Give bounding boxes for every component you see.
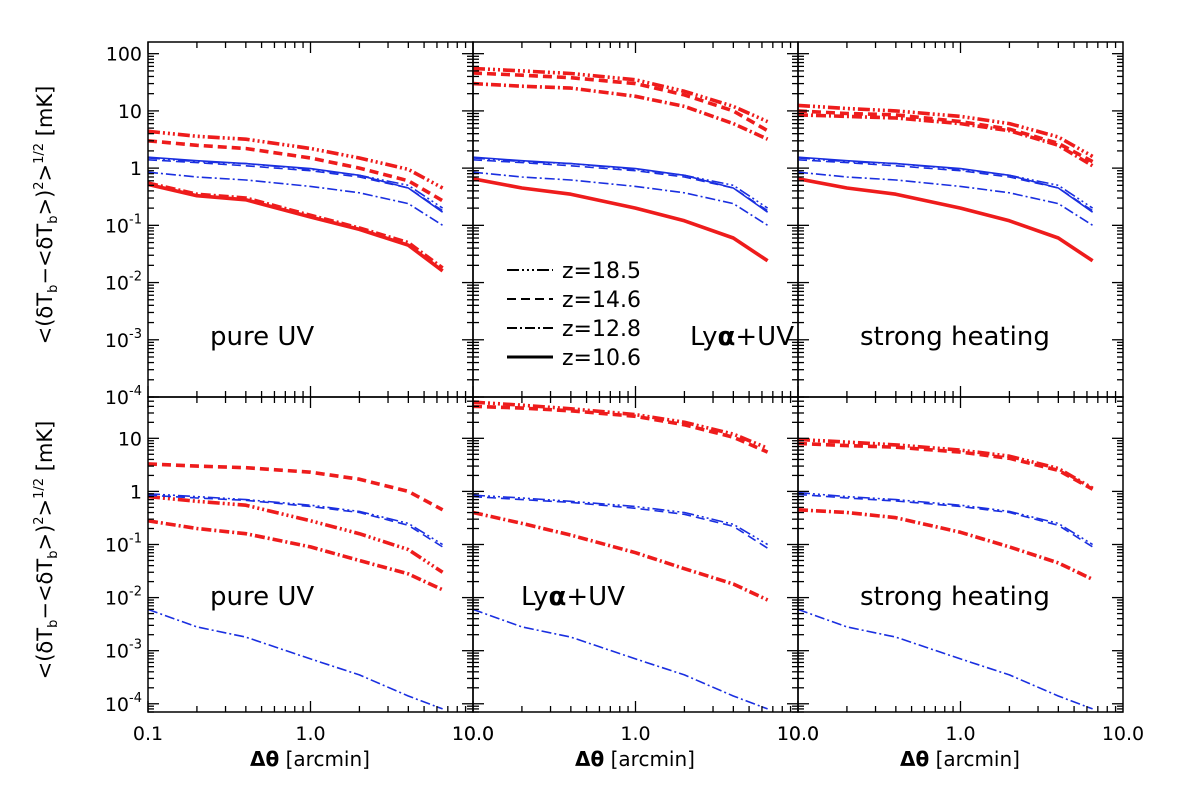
series-line-blue-z18-5 [473,157,769,209]
x-axis-label-left: Δθ [arcmin] [250,747,370,771]
series-line-blue-z18-5 [473,494,769,546]
x-tick-label: 1.0 [295,723,325,745]
y-axis-label-bottom: <(δTb−<δTb>)2>1/2 [mK] [32,421,61,680]
x-tick-label: 1.0 [945,723,975,745]
y-tick-label: 10-1 [105,531,142,556]
series-line-blue-z12-8 [473,608,768,710]
series-line-blue-z18-5 [798,157,1094,209]
series-line-blue-z14-6 [148,159,444,212]
y-tick-label: 100 [106,44,142,66]
series-line-red-z14-6 [798,109,1094,164]
panel-top-left: 100 10 1 10-1 10-2 10-3 10-4 pure UV [105,41,474,409]
y-tick-label: 10-2 [105,585,142,610]
series-line-blue-z14-6 [148,494,444,548]
x-axis-label-right: Δθ [arcmin] [900,747,1020,771]
series-line-blue-z12-8 [148,171,444,226]
y-tick-label: 10-3 [105,638,142,663]
series-line-red-z18-5 [148,494,444,574]
series-group [473,66,769,263]
panel-bottom-left: 0.1 1.0 10.0 10 1 10-1 10-2 10-3 10-4 pure UV [105,396,494,745]
series-line-red-z14-6 [473,404,769,454]
series-group [798,437,1094,710]
y-tick-label: 10-2 [105,270,142,295]
series-line-red-z12-8 [473,81,769,141]
x-tick-label: 10.0 [1102,723,1144,745]
panel-top-right: strong heating [797,41,1124,398]
series-line-red-z10-6 [473,177,769,263]
series-line-red-z12-8 [148,519,444,592]
series-line-blue-z12-8 [798,171,1094,226]
series-line-red-z12-8 [473,510,769,602]
series-group [798,103,1094,263]
series-line-blue-z14-6 [473,159,769,212]
series-line-blue-z18-5 [798,491,1094,546]
legend-label-z12-8: z=12.8 [562,317,641,342]
panel-annotation: pure UV [210,322,314,352]
y-tick-label: 10-4 [105,384,142,409]
y-tick-label: 10-3 [105,327,142,352]
series-line-blue-z12-8 [473,171,769,226]
legend-label-z10-6: z=10.6 [562,346,641,371]
panel-annotation: Lyα+UV [521,582,625,612]
series-line-blue-z14-6 [473,495,769,549]
series-line-blue-z12-8 [148,608,443,710]
legend-label-z14-6: z=14.6 [562,288,641,313]
y-tick-label: 10-1 [105,212,142,237]
series-group [148,129,444,273]
panel-annotation: Lyα+UV [690,322,794,352]
panel-top-middle: Lyα+UV [472,41,799,398]
series-line-blue-z10-6 [473,156,769,213]
x-tick-label: 0.1 [133,723,163,745]
series-line-blue-z12-8 [798,608,1093,710]
legend: z=18.5 z=14.6 z=12.8 z=10.6 [507,259,641,371]
series-line-blue-z18-5 [148,493,444,546]
legend-label-z18-5: z=18.5 [562,259,641,284]
panel-annotation: pure UV [210,582,314,612]
y-tick-label: 10 [118,428,142,450]
series-line-blue-z14-6 [798,159,1094,212]
series-line-red-z10-6 [798,177,1094,263]
x-axis-label-middle: Δθ [arcmin] [575,747,695,771]
x-tick-label: 10.0 [452,723,494,745]
panel-annotation: strong heating [860,582,1050,612]
x-tick-label: 10.0 [452,723,494,745]
series-line-blue-z14-6 [798,493,1094,548]
panel-bottom-middle: 10.0 1.0 10.0 Lyα+UV [452,396,819,745]
series-line-red-z14-6 [148,462,444,512]
y-tick-label: 1 [130,158,142,180]
series-line-red-z14-6 [148,139,444,203]
y-axis-label-top: <(δTb−<δTb>)2>1/2 [mK] [32,86,61,345]
series-group [148,462,444,710]
panel-frame [147,396,474,713]
series-line-blue-z10-6 [148,156,444,213]
series-line-red-z14-6 [798,441,1094,491]
y-tick-label: 10-4 [105,691,142,716]
panel-bottom-right: 10.0 1.0 10.0 strong heating [777,396,1144,745]
x-tick-label: 10.0 [777,723,819,745]
series-line-red-z14-6 [473,71,769,133]
series-group [473,400,769,710]
series-line-blue-z10-6 [798,156,1094,213]
series-line-red-z12-8 [798,113,1094,168]
panel-annotation: strong heating [860,322,1050,352]
y-tick-label: 10 [118,101,142,123]
x-tick-label: 1.0 [620,723,650,745]
series-line-blue-z18-5 [148,157,444,209]
series-line-red-z12-8 [798,508,1094,582]
y-tick-label: 1 [130,481,142,503]
x-tick-label: 10.0 [777,723,819,745]
series-line-red-z10-6 [148,182,444,273]
